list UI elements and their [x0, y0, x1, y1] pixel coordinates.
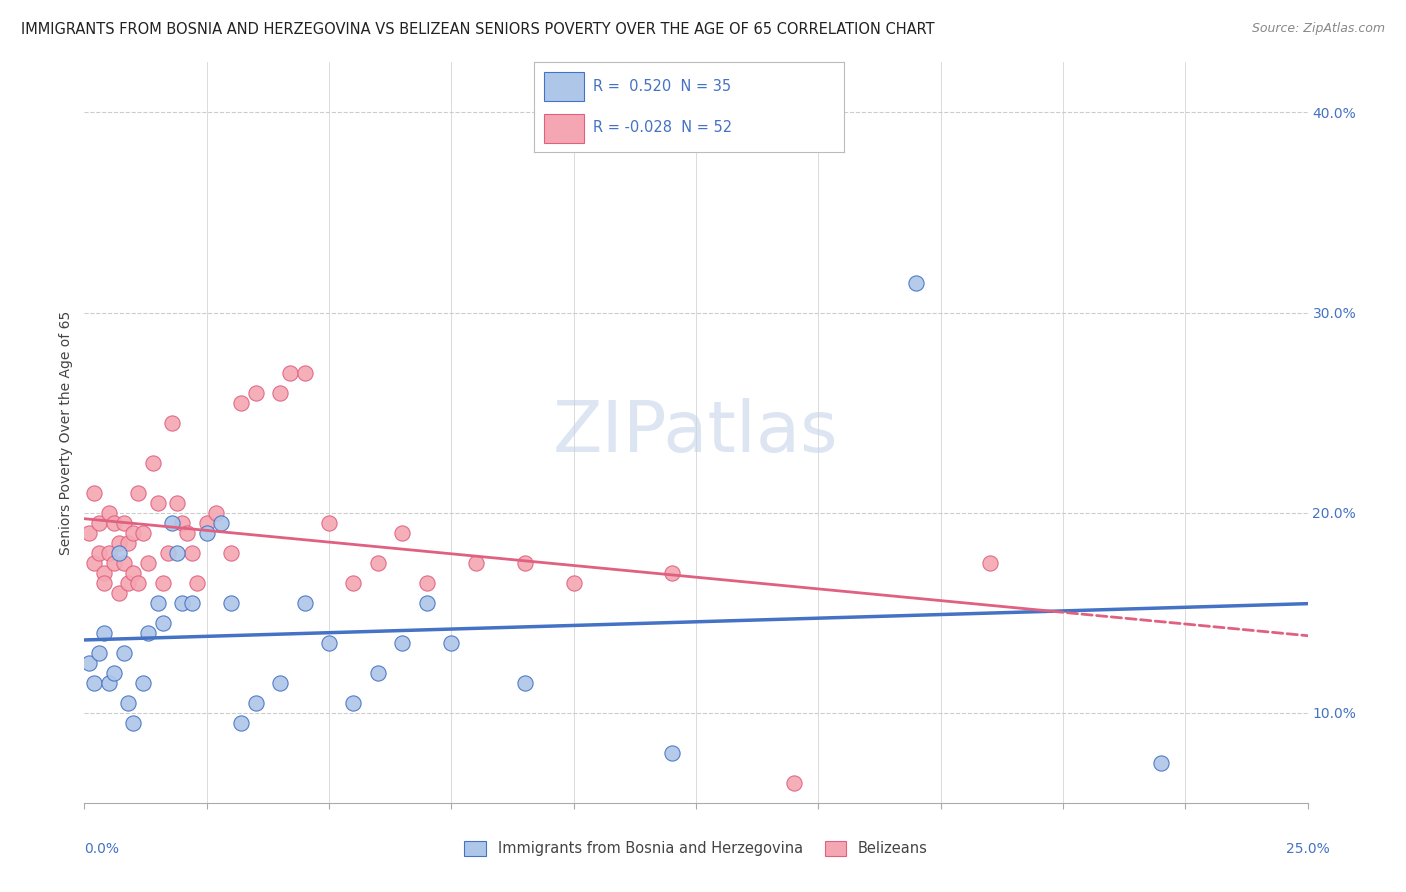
Point — [186, 575, 208, 590]
Point — [117, 535, 139, 549]
Point — [195, 525, 218, 540]
Point — [229, 395, 252, 409]
Text: R =  0.520  N = 35: R = 0.520 N = 35 — [593, 78, 731, 94]
Point — [107, 585, 129, 599]
Point — [367, 665, 389, 680]
Point — [181, 546, 204, 560]
Point — [562, 575, 585, 590]
Point — [166, 546, 188, 560]
Point — [176, 525, 198, 540]
Point — [166, 496, 188, 510]
Point — [391, 636, 413, 650]
Point — [107, 535, 129, 549]
Point — [122, 715, 145, 730]
Point — [342, 696, 364, 710]
Point — [97, 546, 120, 560]
Point — [1150, 756, 1173, 770]
Point — [269, 675, 291, 690]
Point — [661, 566, 683, 580]
Point — [97, 506, 120, 520]
Point — [513, 556, 536, 570]
Point — [97, 675, 120, 690]
Point — [294, 366, 316, 380]
Point — [195, 516, 218, 530]
Point — [127, 485, 149, 500]
Point — [172, 596, 194, 610]
Point — [156, 546, 179, 560]
Point — [146, 596, 169, 610]
Point — [416, 596, 439, 610]
Point — [416, 575, 439, 590]
Point — [83, 556, 105, 570]
Point — [162, 516, 184, 530]
Point — [905, 276, 928, 290]
Point — [127, 575, 149, 590]
Point — [209, 516, 232, 530]
Point — [294, 596, 316, 610]
Y-axis label: Seniors Poverty Over the Age of 65: Seniors Poverty Over the Age of 65 — [59, 310, 73, 555]
Point — [122, 566, 145, 580]
Point — [318, 636, 340, 650]
Point — [440, 636, 463, 650]
Point — [219, 546, 242, 560]
Point — [87, 516, 110, 530]
Point — [219, 596, 242, 610]
Point — [87, 546, 110, 560]
Point — [205, 506, 228, 520]
Point — [77, 656, 100, 670]
Point — [142, 456, 165, 470]
Point — [229, 715, 252, 730]
Bar — [544, 114, 583, 143]
Point — [783, 776, 806, 790]
Text: 0.0%: 0.0% — [84, 842, 118, 856]
Point — [136, 625, 159, 640]
Point — [93, 575, 115, 590]
Point — [83, 485, 105, 500]
Point — [342, 575, 364, 590]
Point — [245, 385, 267, 400]
Text: IMMIGRANTS FROM BOSNIA AND HERZEGOVINA VS BELIZEAN SENIORS POVERTY OVER THE AGE : IMMIGRANTS FROM BOSNIA AND HERZEGOVINA V… — [21, 22, 935, 37]
Point — [132, 525, 155, 540]
Point — [107, 546, 129, 560]
Point — [103, 665, 125, 680]
Point — [146, 496, 169, 510]
Point — [391, 525, 413, 540]
Point — [269, 385, 291, 400]
Point — [117, 575, 139, 590]
Point — [112, 556, 135, 570]
Point — [93, 566, 115, 580]
Point — [93, 625, 115, 640]
Point — [83, 675, 105, 690]
Text: R = -0.028  N = 52: R = -0.028 N = 52 — [593, 120, 733, 135]
Point — [152, 615, 174, 630]
Point — [87, 646, 110, 660]
Point — [661, 746, 683, 760]
Point — [136, 556, 159, 570]
Point — [979, 556, 1001, 570]
Point — [122, 525, 145, 540]
Point — [278, 366, 301, 380]
Point — [464, 556, 486, 570]
Point — [103, 516, 125, 530]
Bar — [544, 72, 583, 101]
Point — [152, 575, 174, 590]
Text: 25.0%: 25.0% — [1285, 842, 1330, 856]
Legend: Immigrants from Bosnia and Herzegovina, Belizeans: Immigrants from Bosnia and Herzegovina, … — [458, 835, 934, 863]
Text: Source: ZipAtlas.com: Source: ZipAtlas.com — [1251, 22, 1385, 36]
Point — [112, 646, 135, 660]
Point — [172, 516, 194, 530]
Point — [245, 696, 267, 710]
Point — [132, 675, 155, 690]
Point — [513, 675, 536, 690]
Point — [318, 516, 340, 530]
Point — [77, 525, 100, 540]
Point — [181, 596, 204, 610]
Point — [103, 556, 125, 570]
Text: ZIPatlas: ZIPatlas — [553, 398, 839, 467]
Point — [112, 516, 135, 530]
Point — [162, 416, 184, 430]
Point — [117, 696, 139, 710]
Point — [367, 556, 389, 570]
